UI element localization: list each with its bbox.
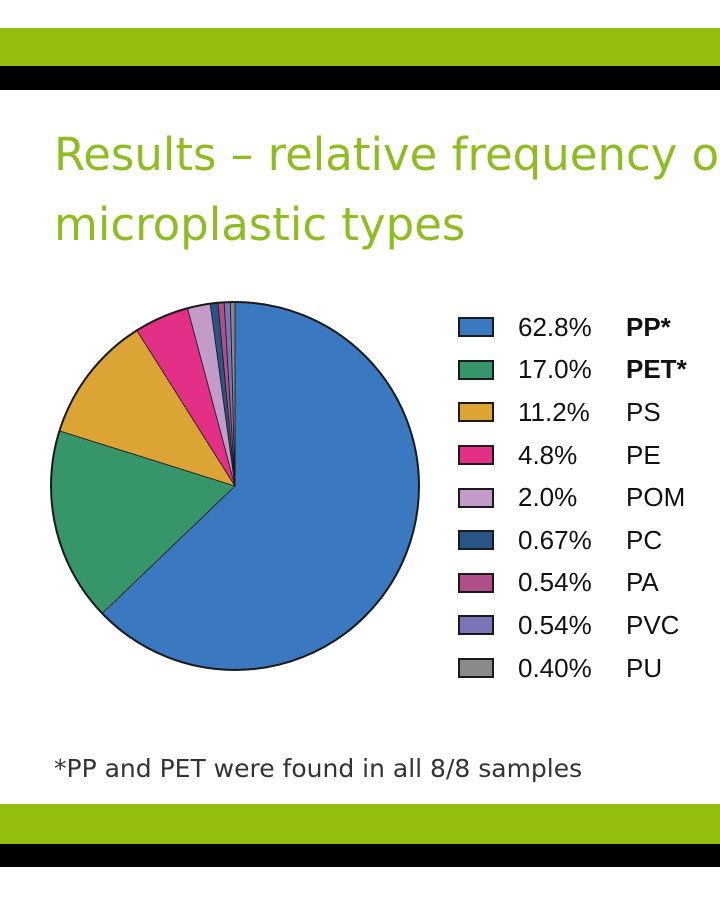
legend-label: PU xyxy=(626,652,663,683)
legend-percent: 0.54% xyxy=(518,567,592,598)
legend-item-pu: 0.40% PU xyxy=(458,647,687,690)
legend-item-pa: 0.54% PA xyxy=(458,562,687,605)
legend-swatch xyxy=(458,402,494,423)
legend-item-pet: 17.0% PET* xyxy=(458,349,687,392)
pie-slices xyxy=(50,301,420,671)
legend-percent: 0.40% xyxy=(518,652,592,683)
legend-item-pp: 62.8% PP* xyxy=(458,306,687,349)
legend-percent: 0.54% xyxy=(518,609,592,640)
slide-title-line1: Results – relative frequency of xyxy=(54,128,720,181)
legend-item-pvc: 0.54% PVC xyxy=(458,604,687,647)
legend-label: PE xyxy=(626,439,661,470)
pie-chart xyxy=(50,301,420,671)
bottom-black-band xyxy=(0,844,720,867)
legend-label: POM xyxy=(626,482,686,513)
legend-label: PVC xyxy=(626,609,680,640)
legend-item-pc: 0.67% PC xyxy=(458,519,687,562)
legend-label: PS xyxy=(626,396,661,427)
top-black-band xyxy=(0,66,720,90)
legend-label: PP* xyxy=(626,311,671,342)
legend-percent: 0.67% xyxy=(518,524,592,555)
legend-label: PET* xyxy=(626,354,687,385)
bottom-green-band xyxy=(0,804,720,844)
legend-swatch xyxy=(458,317,494,338)
legend-label: PA xyxy=(626,567,659,598)
legend-percent: 11.2% xyxy=(518,396,590,427)
legend-swatch xyxy=(458,530,494,551)
legend-swatch xyxy=(458,487,494,508)
top-green-band xyxy=(0,28,720,66)
legend-percent: 17.0% xyxy=(518,354,592,385)
legend-item-pe: 4.8% PE xyxy=(458,434,687,477)
legend-swatch xyxy=(458,658,494,679)
pie-outline xyxy=(50,301,420,671)
legend-swatch xyxy=(458,572,494,593)
legend-swatch xyxy=(458,615,494,636)
chart-legend: 62.8% PP* 17.0% PET* 11.2% PS 4.8% PE 2.0% POM 0.6… xyxy=(458,306,687,689)
legend-swatch xyxy=(458,359,494,380)
legend-percent: 62.8% xyxy=(518,311,592,342)
legend-percent: 4.8% xyxy=(518,439,578,470)
legend-percent: 2.0% xyxy=(518,482,578,513)
legend-swatch xyxy=(458,445,494,466)
legend-item-ps: 11.2% PS xyxy=(458,391,687,434)
legend-item-pom: 2.0% POM xyxy=(458,476,687,519)
legend-label: PC xyxy=(626,524,663,555)
footnote: *PP and PET were found in all 8/8 sample… xyxy=(54,754,583,783)
slide-title-line2: microplastic types xyxy=(54,198,466,251)
slide-title: Results – relative frequency of micropla… xyxy=(54,120,720,260)
